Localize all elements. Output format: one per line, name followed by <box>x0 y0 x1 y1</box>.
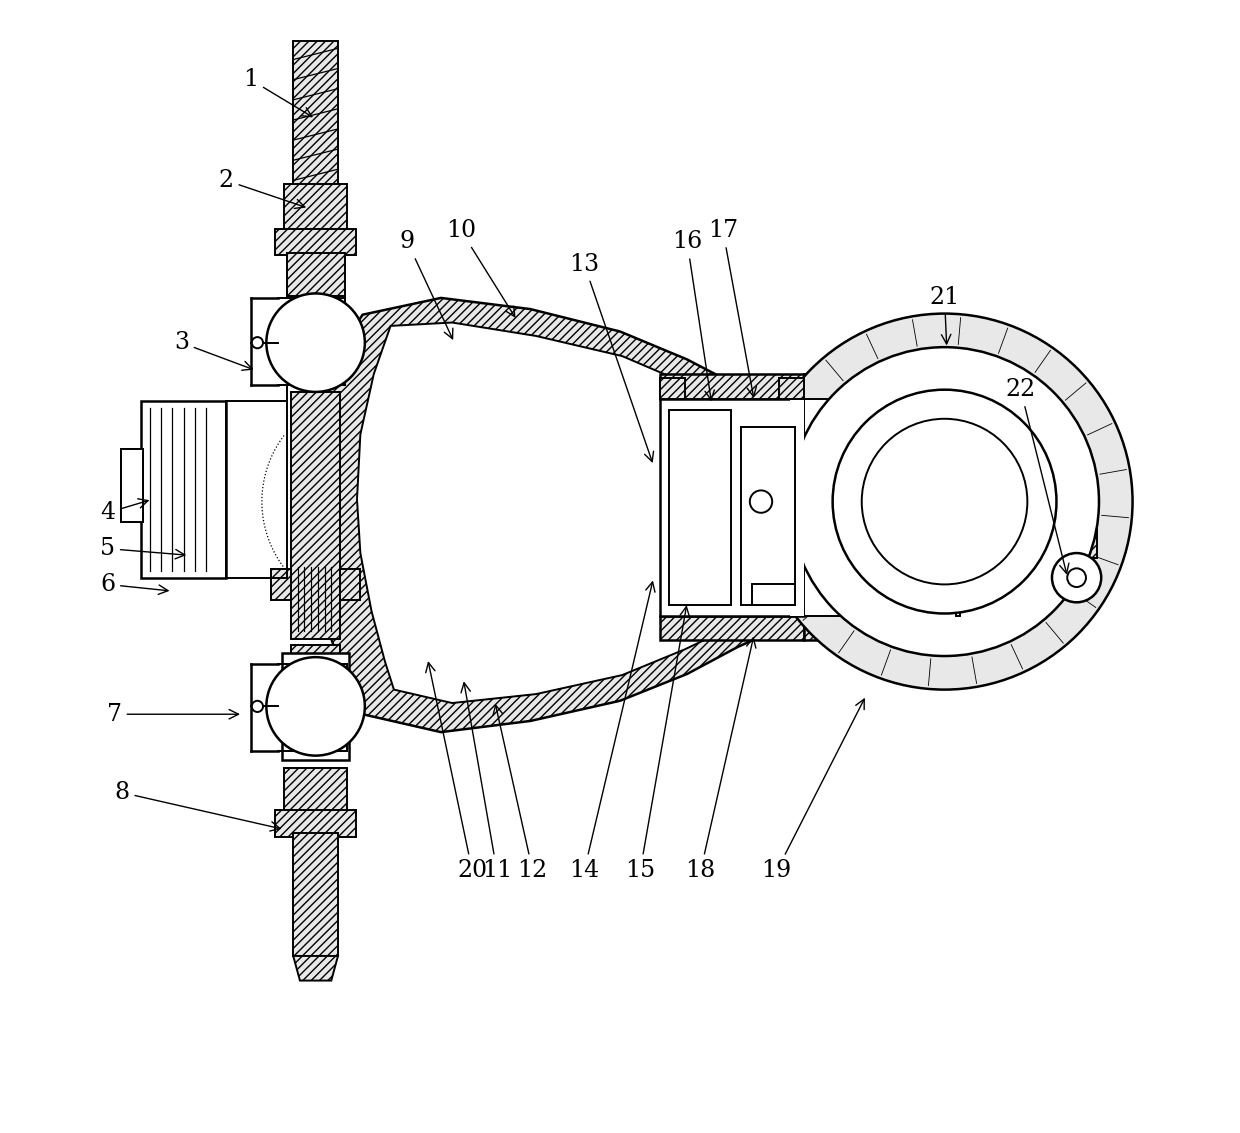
Bar <box>284 768 347 812</box>
Text: 2: 2 <box>218 169 305 208</box>
Circle shape <box>832 390 1056 613</box>
Circle shape <box>750 491 773 513</box>
Polygon shape <box>293 956 339 980</box>
Bar <box>804 399 956 615</box>
Bar <box>660 399 804 615</box>
Bar <box>670 410 730 605</box>
Text: 21: 21 <box>930 287 960 344</box>
Bar <box>293 833 339 956</box>
Text: 6: 6 <box>100 573 169 596</box>
Bar <box>275 810 356 837</box>
Bar <box>286 253 345 296</box>
Circle shape <box>1068 569 1086 587</box>
Text: 19: 19 <box>761 699 864 883</box>
Polygon shape <box>357 323 771 704</box>
Text: 16: 16 <box>672 230 714 400</box>
Text: 15: 15 <box>625 606 689 883</box>
Bar <box>660 378 684 399</box>
Circle shape <box>862 419 1028 585</box>
Bar <box>804 374 956 399</box>
Bar <box>790 399 804 615</box>
Text: 14: 14 <box>569 582 655 883</box>
Text: 11: 11 <box>461 683 512 883</box>
Circle shape <box>790 347 1099 656</box>
Circle shape <box>252 338 263 348</box>
Circle shape <box>267 293 365 392</box>
Circle shape <box>1052 553 1101 603</box>
Bar <box>956 399 960 615</box>
Text: 3: 3 <box>174 331 252 370</box>
Bar <box>120 449 144 521</box>
Bar <box>340 569 361 600</box>
Text: 22: 22 <box>1006 378 1069 573</box>
Bar <box>293 41 339 186</box>
Polygon shape <box>314 298 775 732</box>
Text: 9: 9 <box>399 230 453 339</box>
Bar <box>281 653 350 760</box>
Bar <box>275 229 356 255</box>
Circle shape <box>252 701 263 712</box>
Bar <box>660 615 804 640</box>
Bar <box>291 645 340 712</box>
Bar <box>120 449 144 521</box>
Bar <box>660 374 804 399</box>
Text: 1: 1 <box>243 68 312 117</box>
Circle shape <box>267 657 365 756</box>
Bar <box>740 427 795 605</box>
Circle shape <box>756 314 1132 690</box>
Text: 4: 4 <box>100 499 148 525</box>
Text: 17: 17 <box>708 220 756 397</box>
Bar <box>804 615 956 640</box>
Bar <box>270 569 291 600</box>
Bar <box>284 184 347 231</box>
Text: 7: 7 <box>107 702 238 726</box>
Text: 12: 12 <box>494 705 548 883</box>
Bar <box>1056 511 1096 557</box>
Text: 13: 13 <box>569 253 653 461</box>
Text: 10: 10 <box>446 220 515 316</box>
Text: 20: 20 <box>425 663 487 883</box>
Text: 8: 8 <box>114 781 280 830</box>
Text: 5: 5 <box>100 537 185 560</box>
Bar <box>779 378 804 399</box>
Bar <box>751 585 795 605</box>
Bar <box>141 401 226 578</box>
Text: 18: 18 <box>686 638 756 883</box>
Bar <box>291 392 340 639</box>
